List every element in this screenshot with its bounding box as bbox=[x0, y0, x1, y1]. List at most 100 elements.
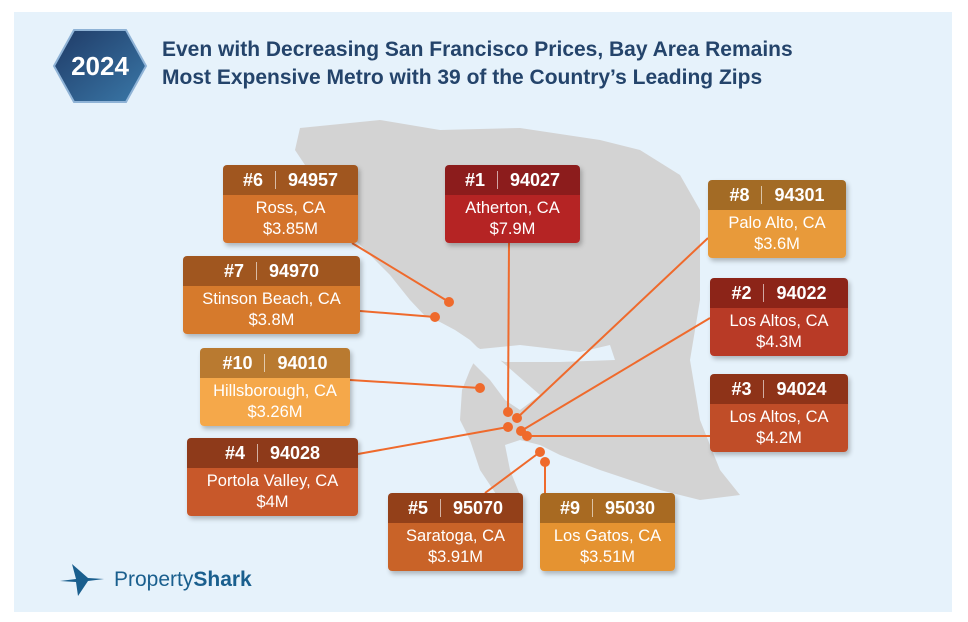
city: Los Altos, CA bbox=[729, 408, 829, 426]
title-line-1: Even with Decreasing San Francisco Price… bbox=[162, 38, 793, 61]
median-price: $4.2M bbox=[756, 429, 802, 447]
rank: #10 bbox=[222, 352, 253, 373]
median-price: $4.3M bbox=[756, 333, 802, 351]
city: Los Altos, CA bbox=[729, 312, 829, 330]
median-price: $3.26M bbox=[247, 403, 303, 421]
divider bbox=[255, 262, 257, 280]
zip-code: 94010 bbox=[277, 352, 328, 373]
zip-code: 94027 bbox=[509, 169, 561, 190]
median-price: $3.85M bbox=[262, 220, 319, 238]
rank: #3 bbox=[731, 378, 752, 399]
zip-card-94027: #1 94027 Atherton, CA $7.9M bbox=[445, 165, 580, 243]
location-dot bbox=[430, 312, 440, 322]
divider bbox=[256, 444, 258, 462]
year-label: 2024 bbox=[71, 50, 129, 81]
card-body: Saratoga, CA $3.91M bbox=[388, 523, 523, 571]
median-price: $7.9M bbox=[489, 220, 536, 238]
rank: #7 bbox=[223, 260, 244, 281]
card-header: #6 94957 bbox=[223, 165, 358, 195]
median-price: $3.91M bbox=[427, 548, 484, 566]
shark-fin-icon bbox=[60, 564, 104, 596]
location-dot bbox=[503, 422, 513, 432]
city: Portola Valley, CA bbox=[206, 472, 339, 490]
median-price: $3.51M bbox=[579, 548, 636, 566]
zip-card-94010: #10 94010 Hillsborough, CA $3.26M bbox=[200, 348, 350, 426]
location-dot bbox=[475, 383, 485, 393]
rank: #8 bbox=[729, 184, 750, 205]
divider bbox=[496, 171, 498, 189]
city: Ross, CA bbox=[255, 199, 326, 217]
logo-text-shark: Shark bbox=[193, 568, 252, 591]
rank: #9 bbox=[559, 497, 580, 518]
card-header: #5 95070 bbox=[388, 493, 523, 523]
card-body: Hillsborough, CA $3.26M bbox=[200, 378, 350, 426]
title-line-2: Most Expensive Metro with 39 of the Coun… bbox=[162, 66, 763, 89]
rank: #4 bbox=[224, 442, 245, 463]
leader-line bbox=[351, 242, 450, 303]
leader-line bbox=[516, 237, 709, 419]
location-dot bbox=[512, 413, 522, 423]
propertyshark-logo: PropertyShark bbox=[58, 562, 252, 598]
rank: #1 bbox=[464, 169, 485, 190]
zip-code: 94028 bbox=[269, 442, 321, 463]
leader-line bbox=[357, 426, 509, 455]
zip-card-94957: #6 94957 Ross, CA $3.85M bbox=[223, 165, 358, 243]
median-price: $3.6M bbox=[754, 235, 800, 253]
card-body: Atherton, CA $7.9M bbox=[445, 195, 580, 243]
zip-code: 95070 bbox=[452, 497, 504, 518]
card-header: #8 94301 bbox=[708, 180, 846, 210]
zip-card-94970: #7 94970 Stinson Beach, CA $3.8M bbox=[183, 256, 360, 334]
zip-code: 94024 bbox=[776, 378, 827, 399]
zip-card-94022: #2 94022 Los Altos, CA $4.3M bbox=[710, 278, 848, 356]
card-header: #10 94010 bbox=[200, 348, 350, 378]
rank: #2 bbox=[731, 282, 752, 303]
city: Saratoga, CA bbox=[405, 527, 506, 545]
leader-line bbox=[484, 451, 541, 494]
card-header: #4 94028 bbox=[187, 438, 358, 468]
card-body: Stinson Beach, CA $3.8M bbox=[183, 286, 360, 334]
card-body: Los Altos, CA $4.2M bbox=[710, 404, 848, 452]
year-hexagon-badge bbox=[52, 29, 148, 103]
logo-text-property: Property bbox=[114, 568, 194, 591]
zip-card-94301: #8 94301 Palo Alto, CA $3.6M bbox=[708, 180, 846, 258]
location-dot bbox=[444, 297, 454, 307]
card-body: Los Altos, CA $4.3M bbox=[710, 308, 848, 356]
card-header: #1 94027 bbox=[445, 165, 580, 195]
leader-line bbox=[507, 242, 510, 413]
card-header: #9 95030 bbox=[540, 493, 675, 523]
location-dot bbox=[535, 447, 545, 457]
median-price: $3.8M bbox=[248, 311, 295, 329]
land-mass bbox=[295, 120, 740, 500]
card-header: #2 94022 bbox=[710, 278, 848, 308]
city: Los Gatos, CA bbox=[553, 527, 662, 545]
zip-card-94024: #3 94024 Los Altos, CA $4.2M bbox=[710, 374, 848, 452]
location-dot bbox=[503, 407, 513, 417]
zip-card-95030: #9 95030 Los Gatos, CA $3.51M bbox=[540, 493, 675, 571]
zip-card-95070: #5 95070 Saratoga, CA $3.91M bbox=[388, 493, 523, 571]
leader-line bbox=[359, 310, 436, 318]
leader-line bbox=[520, 317, 711, 432]
leader-line bbox=[349, 379, 481, 389]
zip-code: 94301 bbox=[774, 184, 825, 205]
city: Stinson Beach, CA bbox=[202, 290, 341, 308]
card-body: Ross, CA $3.85M bbox=[223, 195, 358, 243]
divider bbox=[439, 499, 441, 517]
card-header: #7 94970 bbox=[183, 256, 360, 286]
divider bbox=[264, 354, 266, 372]
divider bbox=[763, 380, 765, 398]
page-title: Even with Decreasing San Francisco Price… bbox=[162, 36, 793, 92]
zip-code: 94970 bbox=[268, 260, 320, 281]
zip-code: 94957 bbox=[287, 169, 339, 190]
card-body: Los Gatos, CA $3.51M bbox=[540, 523, 675, 571]
location-dot bbox=[522, 431, 532, 441]
zip-code: 95030 bbox=[604, 497, 656, 518]
city: Hillsborough, CA bbox=[213, 382, 337, 400]
card-body: Palo Alto, CA $3.6M bbox=[708, 210, 846, 258]
divider bbox=[274, 171, 276, 189]
city: Atherton, CA bbox=[465, 199, 560, 217]
location-dot bbox=[540, 457, 550, 467]
median-price: $4M bbox=[256, 493, 289, 511]
rank: #5 bbox=[407, 497, 428, 518]
city: Palo Alto, CA bbox=[728, 214, 826, 232]
